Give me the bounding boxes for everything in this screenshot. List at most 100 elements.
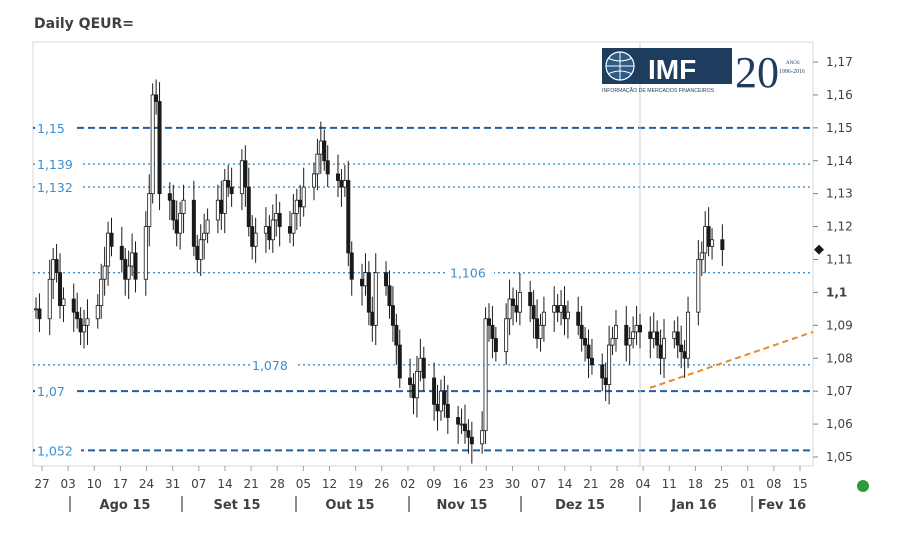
candle-body — [123, 259, 128, 280]
candle-body — [202, 232, 207, 241]
x-tick-label: 14 — [557, 477, 572, 491]
month-axis: Ago 15 Set 15 Out 15 Nov 15 Dez 15 Jan 16 Fev … — [69, 496, 806, 513]
candle-body — [58, 272, 63, 306]
candle-body — [250, 226, 255, 247]
level-label: 1,106 — [450, 266, 486, 281]
candle-body — [541, 311, 546, 326]
y-tick-label: 1,15 — [826, 121, 853, 135]
candle-body — [335, 173, 340, 181]
candle-body — [154, 94, 159, 102]
month-label: Ago 15 — [100, 498, 151, 513]
candle-body — [631, 331, 636, 339]
logo-text: IMF — [648, 54, 696, 85]
candle-body — [538, 324, 543, 339]
candle-body — [418, 357, 423, 372]
x-tick-label: 11 — [662, 477, 677, 491]
last-value-marker — [814, 244, 824, 255]
candle-body — [360, 278, 365, 287]
x-tick-label: 26 — [374, 477, 389, 491]
x-tick-label: 04 — [636, 477, 651, 491]
candle-body — [291, 213, 296, 234]
candle-body — [535, 318, 540, 339]
candle-body — [366, 272, 371, 313]
candle-body — [322, 140, 327, 162]
candle-body — [287, 226, 292, 234]
candle-body — [71, 298, 76, 313]
candle-body — [586, 344, 591, 359]
x-tick-label: 03 — [60, 477, 75, 491]
candle-body — [493, 338, 498, 353]
candle-body — [507, 298, 512, 320]
candle-body — [373, 272, 378, 326]
x-tick-label: 25 — [714, 477, 729, 491]
candle-body — [686, 311, 691, 359]
candle-body — [469, 436, 474, 445]
candle-body — [627, 338, 632, 346]
x-tick-label: 31 — [165, 477, 180, 491]
x-tick-label: 21 — [583, 477, 598, 491]
candle-body — [562, 305, 567, 320]
logo-years: 1996-2016 — [779, 69, 805, 75]
candle-body — [195, 245, 200, 260]
y-tick-label: 1,1 — [826, 285, 847, 299]
candle-body — [370, 311, 375, 326]
y-axis: 1,17 1,16 1,15 1,14 1,13 1,12 1,11 1,1 1,09 1,08 1… — [813, 55, 853, 464]
candle-body — [445, 403, 450, 418]
month-label: Jan 16 — [670, 498, 716, 513]
y-tick-label: 1,11 — [826, 253, 853, 267]
x-tick-label: 28 — [270, 477, 285, 491]
candle-body — [119, 245, 124, 260]
y-tick-label: 1,05 — [826, 450, 853, 464]
candle-body — [490, 324, 495, 339]
x-tick-label: 14 — [217, 477, 232, 491]
candle-body — [511, 298, 516, 306]
candle-body — [226, 180, 231, 188]
candle-body — [607, 344, 612, 385]
x-tick-label: 16 — [453, 477, 468, 491]
x-tick-label: 10 — [87, 477, 102, 491]
candle-body — [270, 219, 275, 241]
x-tick-label: 01 — [740, 477, 755, 491]
candle-body — [311, 173, 316, 188]
level-label: 1,15 — [37, 121, 65, 136]
candle-body — [466, 430, 471, 438]
candle-body — [435, 403, 440, 412]
candle-body — [456, 417, 461, 425]
level-label: 1,07 — [37, 384, 65, 399]
x-tick-label: 05 — [296, 477, 311, 491]
candle-body — [99, 278, 104, 306]
level-label: 1,078 — [252, 358, 288, 373]
x-tick-label: 07 — [191, 477, 206, 491]
candle-body — [613, 324, 618, 339]
candles — [34, 79, 725, 464]
globe-grid-icon — [606, 52, 634, 80]
candle-body — [438, 390, 443, 412]
level-label-bg — [250, 355, 296, 373]
candle-body — [51, 259, 56, 280]
candle-body — [483, 318, 488, 432]
trendline — [649, 330, 814, 389]
x-tick-label: 08 — [766, 477, 781, 491]
candle-body — [514, 305, 519, 313]
candle-body — [559, 305, 564, 313]
x-tick-label: 12 — [322, 477, 337, 491]
candle-body — [486, 318, 491, 326]
y-tick-label: 1,08 — [826, 351, 853, 365]
candle-body — [459, 423, 464, 426]
candle-body — [638, 324, 643, 333]
candle-body — [517, 292, 522, 313]
candle-body — [531, 305, 536, 320]
candle-body — [78, 318, 83, 333]
candle-body — [102, 265, 107, 280]
candle-body — [95, 305, 100, 320]
month-label: Nov 15 — [437, 498, 488, 513]
candle-body — [421, 357, 426, 379]
candle-body — [363, 272, 368, 287]
level-label-bg — [35, 441, 81, 459]
status-dot — [857, 480, 869, 492]
y-tick-label: 1,17 — [826, 55, 853, 69]
level-label-bg — [35, 178, 81, 196]
month-label: Fev 16 — [758, 498, 806, 513]
candle-body — [318, 140, 323, 155]
